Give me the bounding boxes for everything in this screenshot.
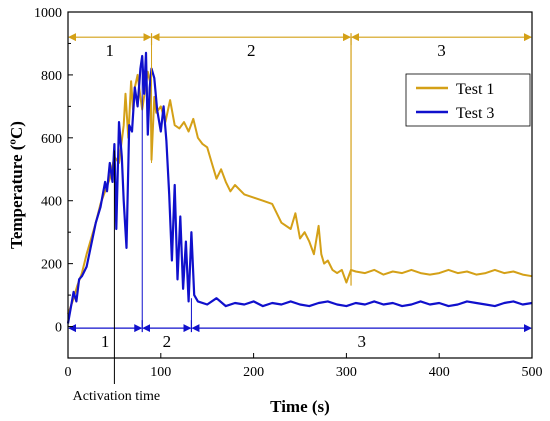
y-tick-label: 400 [41,195,62,210]
x-tick-label: 500 [522,365,543,380]
top-phase-label-1: 1 [106,41,115,60]
y-axis-title: Temperature (ºC) [7,121,26,249]
x-tick-label: 0 [65,365,72,380]
y-tick-label: 600 [41,132,62,147]
legend: Test 1 Test 3 [405,73,531,127]
y-tick-label: 800 [41,69,62,84]
series-line-test-3 [66,51,533,324]
phase-annotations: 1 2 3 1 2 3 Activation time [68,33,532,404]
axis-ticks: 0 100 200 300 400 500 0 200 400 600 800 1000 [34,6,543,380]
y-tick-label: 200 [41,258,62,273]
legend-label-test-1: Test 1 [456,81,494,98]
series-lines [66,51,533,324]
bottom-phase-label-1: 1 [101,332,110,351]
x-tick-label: 100 [150,365,171,380]
plot-frame [67,11,533,359]
bottom-phase-label-2: 2 [163,332,172,351]
bottom-phase-label-3: 3 [357,332,366,351]
activation-time-label: Activation time [73,389,160,404]
x-axis-title: Time (s) [270,397,330,416]
series-line-test-1 [67,70,533,315]
x-tick-label: 400 [429,365,450,380]
y-tick-label: 1000 [34,6,62,21]
x-tick-label: 200 [243,365,264,380]
top-phase-label-3: 3 [437,41,446,60]
legend-box [405,73,531,127]
legend-label-test-3: Test 3 [456,105,494,122]
y-tick-label: 0 [55,321,62,336]
top-phase-label-2: 2 [247,41,256,60]
x-tick-label: 300 [336,365,357,380]
